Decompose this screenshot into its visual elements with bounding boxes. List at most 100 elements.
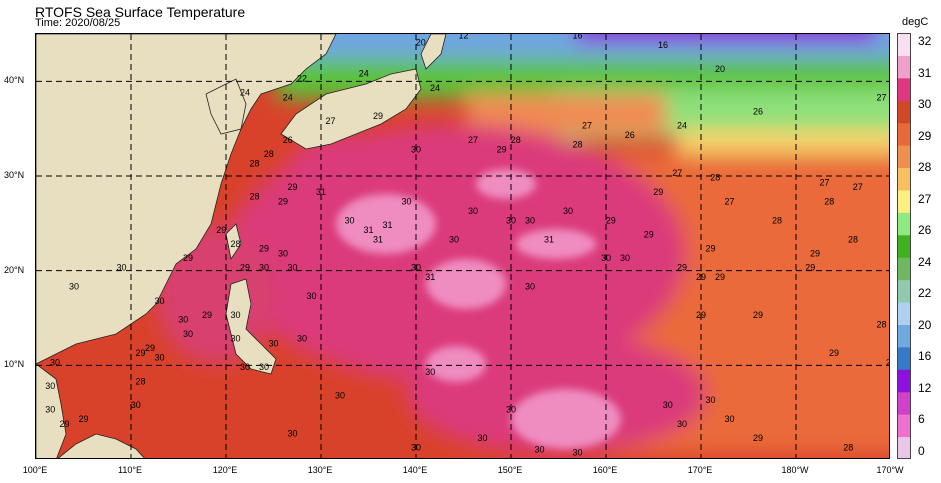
colorbar [897,33,911,459]
colorbar-tick-label: 27 [918,191,932,206]
contour-label: 30 [572,447,582,457]
contour-label: 31 [373,234,383,244]
contour-label: 27 [582,121,592,131]
colorbar-swatch [897,279,911,303]
contour-label: 29 [373,111,383,121]
contour-label: 30 [344,215,354,225]
contour-label: 30 [230,334,240,344]
contour-label: 28 [848,234,858,244]
contour-label: 30 [297,334,307,344]
colorbar-tick-label: 29 [918,128,932,143]
asia-mainland [36,34,337,365]
contour-label: 29 [606,215,616,225]
contour-label: 29 [145,343,155,353]
colorbar-tick-label: 24 [918,254,932,269]
contour-label: 30 [563,206,573,216]
contour-label: 24 [677,121,687,131]
very-cold-band [576,34,876,42]
colorbar-swatch [897,436,911,459]
contour-label: 29 [810,248,820,258]
contour-label: 30 [705,395,715,405]
contour-label: 30 [116,263,126,273]
contour-label: 20 [416,37,426,47]
colorbar-swatch [897,346,911,370]
colorbar-swatch [897,100,911,124]
contour-label: 29 [677,263,687,273]
contour-label: 30 [50,357,60,367]
colorbar-swatch [897,324,911,348]
chart-title: RTOFS Sea Surface Temperature [35,4,246,20]
hot-spot-6 [476,169,536,199]
colorbar-swatch [897,77,911,101]
chart-time: Time: 2020/08/25 [35,17,121,29]
contour-label: 29 [886,357,890,367]
lon-label: 130°E [307,465,333,475]
lon-label: 110°E [118,465,142,475]
colorbar-swatch [897,212,911,236]
contour-label: 31 [544,234,554,244]
hot-spot-3 [516,229,596,259]
colorbar-unit: degC [902,16,929,28]
contour-label: 30 [268,338,278,348]
lat-label: 10°N [4,359,25,370]
lon-label: 160°E [592,465,618,475]
contour-label: 30 [45,381,55,391]
contour-label: 27 [325,116,335,126]
contour-label: 29 [240,263,250,273]
contour-label: 31 [425,272,435,282]
contour-label: 29 [805,263,815,273]
hot-spot-5 [426,346,486,382]
contour-label: 27 [853,182,863,192]
contour-label: 27 [468,135,478,145]
contour-label: 27 [672,168,682,178]
malay-peninsula [36,363,67,458]
colorbar-swatch [897,414,911,438]
contour-label: 29 [496,144,506,154]
contour-label: 26 [625,130,635,140]
contour-label: 27 [876,92,886,102]
contour-label: 28 [772,215,782,225]
contour-label: 29 [715,272,725,282]
contour-label: 28 [135,376,145,386]
land [36,34,447,458]
contour-label: 30 [506,405,516,415]
japan [280,68,422,150]
contour-label: 29 [287,182,297,192]
contour-label: 30 [534,444,544,454]
contour-label: 24 [430,83,440,93]
contour-label: 29 [183,253,193,263]
contour-label: 30 [178,315,188,325]
contour-label: 30 [401,196,411,206]
contour-label: 24 [240,88,250,98]
colorbar-tick-label: 28 [918,160,932,175]
contour-label: 30 [449,234,459,244]
contour-label: 30 [525,282,535,292]
contour-label: 26 [753,106,763,116]
contour-label: 16 [572,34,582,41]
contour-label: 30 [230,310,240,320]
lat-label: 40°N [4,75,25,86]
colorbar-frame [897,33,911,459]
colorbar-swatch [897,167,911,191]
contour-label: 28 [572,140,582,150]
contour-label: 30 [411,263,421,273]
contour-label: 30 [724,414,734,424]
colorbar-swatch [897,145,911,169]
colorbar-tick-label: 0 [918,444,925,458]
colorbar-tick-label: 26 [918,223,932,238]
lon-label: 100°E [22,465,48,475]
colorbar-swatch [897,257,911,281]
contour-label: 30 [154,353,164,363]
contour-label: 29 [696,310,706,320]
colorbar-tick-label: 22 [918,286,932,301]
colorbar-tick-label: 31 [918,65,932,80]
contour-label: 29 [653,187,663,197]
colorbar-tick-label: 12 [918,380,932,395]
contour-label: 30 [335,390,345,400]
contour-label: 28 [511,135,521,145]
lon-label: 170°W [876,465,904,475]
hot-spot-4 [511,389,621,449]
contour-label: 31 [316,187,326,197]
contour-label: 29 [202,310,212,320]
